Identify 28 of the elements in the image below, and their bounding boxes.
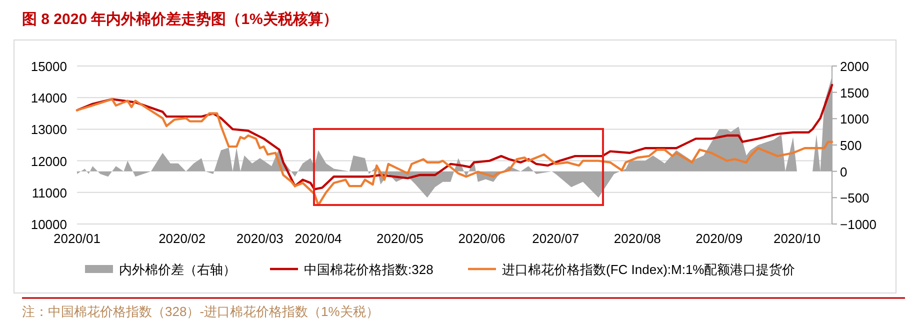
legend-label: 内外棉价差（右轴） — [119, 262, 236, 277]
y-tick-label: 11000 — [32, 185, 67, 200]
y2-tick-label: 1500 — [840, 85, 869, 100]
x-tick-label: 2020/10 — [773, 231, 820, 246]
y2-tick-label: −500 — [840, 190, 870, 206]
y2-tick-label: 1000 — [840, 112, 869, 127]
y2-tick-label: 500 — [840, 138, 862, 153]
title: 图 8 2020 年内外棉价差走势图（1%关税核算） — [22, 11, 338, 28]
x-tick-label: 2020/06 — [458, 231, 506, 246]
y2-tick-label: 2000 — [840, 59, 869, 74]
x-tick-label: 2020/02 — [158, 231, 206, 246]
x-tick-label: 2020/07 — [532, 231, 580, 246]
x-tick-label: 2020/09 — [696, 231, 743, 246]
y-tick-label: 13000 — [30, 122, 67, 138]
x-tick-label: 2020/03 — [236, 231, 284, 246]
legend-label: 进口棉花价格指数(FC Index):M:1%配额港口提货价 — [502, 262, 796, 277]
y-tick-label: 14000 — [30, 90, 67, 106]
x-tick-label: 2020/08 — [614, 231, 661, 246]
x-tick-label: 2020/04 — [294, 231, 342, 246]
x-tick-label: 2020/01 — [54, 231, 100, 246]
x-tick-label: 2020/05 — [376, 231, 424, 246]
legend-label: 中国棉花价格指数:328 — [304, 262, 434, 277]
y-tick-label: 10000 — [30, 217, 67, 232]
y2-tick-label: −1000 — [840, 217, 877, 232]
y-tick-label: 15000 — [30, 59, 67, 74]
y-tick-label: 12000 — [30, 154, 67, 169]
annotation: 注：中国棉花价格指数（328）-进口棉花价格指数（1%关税） — [22, 304, 379, 319]
y2-tick-label: 0 — [840, 164, 848, 180]
